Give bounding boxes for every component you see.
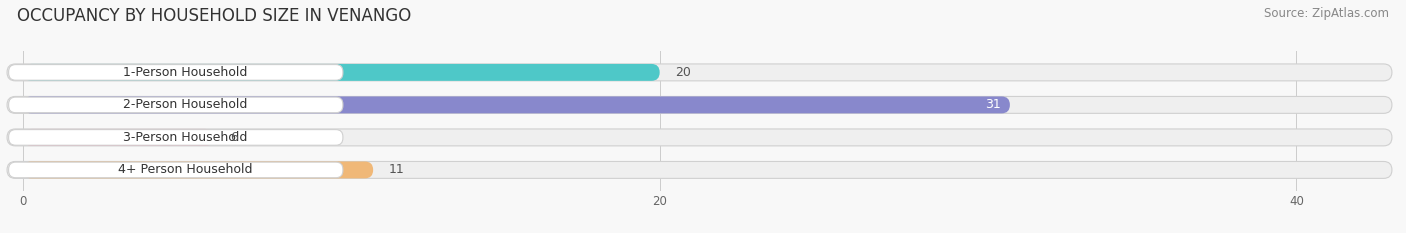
Text: 1-Person Household: 1-Person Household bbox=[124, 66, 247, 79]
FancyBboxPatch shape bbox=[22, 129, 214, 146]
Text: 4+ Person Household: 4+ Person Household bbox=[118, 163, 253, 176]
Text: 3-Person Household: 3-Person Household bbox=[124, 131, 247, 144]
FancyBboxPatch shape bbox=[22, 64, 659, 81]
Text: 31: 31 bbox=[984, 98, 1000, 111]
FancyBboxPatch shape bbox=[8, 65, 343, 80]
FancyBboxPatch shape bbox=[8, 130, 343, 145]
FancyBboxPatch shape bbox=[8, 97, 343, 113]
Text: 11: 11 bbox=[389, 163, 405, 176]
Text: OCCUPANCY BY HOUSEHOLD SIZE IN VENANGO: OCCUPANCY BY HOUSEHOLD SIZE IN VENANGO bbox=[17, 7, 411, 25]
FancyBboxPatch shape bbox=[8, 162, 343, 178]
Text: Source: ZipAtlas.com: Source: ZipAtlas.com bbox=[1264, 7, 1389, 20]
Text: 6: 6 bbox=[231, 131, 238, 144]
FancyBboxPatch shape bbox=[7, 161, 1392, 178]
FancyBboxPatch shape bbox=[7, 64, 1392, 81]
Text: 20: 20 bbox=[676, 66, 692, 79]
Text: 2-Person Household: 2-Person Household bbox=[124, 98, 247, 111]
FancyBboxPatch shape bbox=[22, 161, 373, 178]
FancyBboxPatch shape bbox=[7, 96, 1392, 113]
FancyBboxPatch shape bbox=[22, 96, 1010, 113]
FancyBboxPatch shape bbox=[7, 129, 1392, 146]
